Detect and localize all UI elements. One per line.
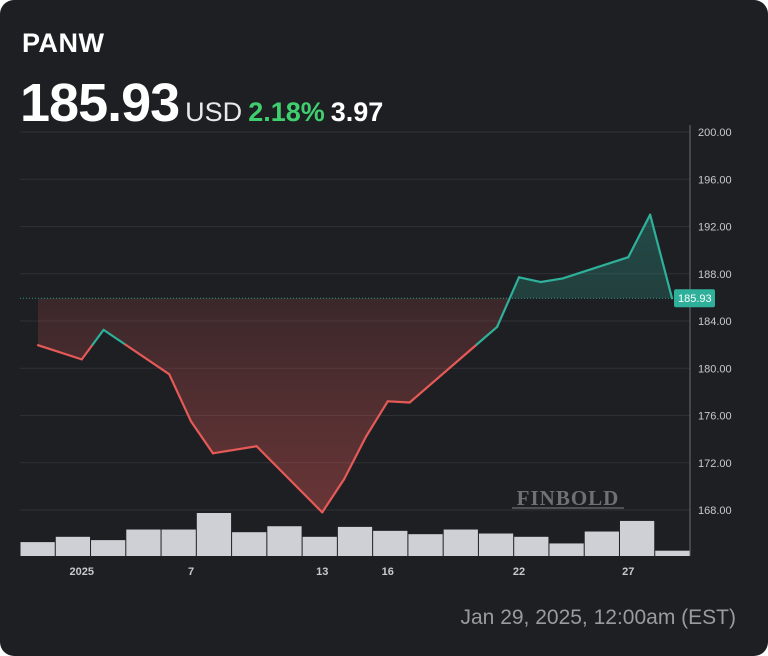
price-line-segment	[517, 276, 542, 284]
timestamp: Jan 29, 2025, 12:00am (EST)	[460, 606, 737, 629]
price-line-segment	[386, 400, 411, 404]
area-fill-above	[509, 214, 672, 299]
price-line-segment	[321, 478, 346, 514]
volume-bar	[443, 529, 478, 556]
volume-bar	[161, 529, 196, 556]
price-line-segment	[627, 213, 652, 259]
volume-bar	[91, 540, 126, 556]
price-line-segment	[649, 213, 674, 300]
y-tick-label: 196.00	[698, 174, 732, 186]
watermark: FINBOLD	[517, 486, 620, 510]
volume-bar	[478, 533, 514, 556]
last-price-label: 185.93	[678, 293, 712, 305]
volume-bar	[302, 536, 337, 556]
volume-bar	[655, 550, 690, 556]
price-line-segment	[255, 445, 324, 514]
price-line-segment	[102, 328, 127, 346]
quote-row: 185.93 USD 2.18% 3.97	[20, 72, 383, 134]
volume-bar	[20, 542, 55, 556]
price-line-segment	[91, 328, 105, 346]
area-fill-below	[38, 298, 672, 513]
x-tick-label: 16	[382, 566, 394, 578]
current-price: 185.93	[20, 73, 180, 133]
volume-bar	[514, 536, 549, 556]
x-tick-label: 22	[513, 566, 525, 578]
volume-bar	[549, 543, 584, 556]
price-line-segment	[342, 435, 368, 481]
x-tick-label: 13	[316, 566, 328, 578]
y-tick-label: 176.00	[698, 411, 732, 423]
price-line-segment	[80, 343, 94, 361]
price-line-segment	[475, 325, 499, 346]
price-line-segment	[211, 445, 258, 455]
y-tick-label: 180.00	[698, 363, 732, 375]
price-line-segment	[496, 276, 521, 329]
price-line-segment	[189, 420, 214, 455]
change-percent: 2.18%	[248, 97, 325, 127]
currency-label: USD	[185, 97, 243, 127]
x-tick-label: 2025	[69, 566, 93, 578]
ticker-symbol: PANW	[22, 28, 105, 58]
x-tick-label: 27	[622, 566, 634, 578]
volume-bar	[584, 531, 619, 556]
price-line-segment	[168, 373, 193, 423]
y-tick-label: 172.00	[698, 458, 732, 470]
y-tick-label: 192.00	[698, 222, 732, 234]
y-tick-label: 188.00	[698, 269, 732, 281]
volume-bar	[373, 530, 408, 556]
x-tick-label: 7	[188, 566, 194, 578]
y-tick-label: 168.00	[698, 505, 732, 517]
price-line-segment	[539, 277, 564, 284]
volume-bar	[126, 529, 161, 556]
y-tick-label: 184.00	[698, 316, 732, 328]
price-line-segment	[408, 343, 478, 404]
volume-bar	[337, 526, 373, 556]
price-line-segment	[364, 400, 389, 438]
y-tick-label: 200.00	[698, 127, 732, 139]
price-line-segment	[36, 344, 83, 361]
volume-bar	[408, 534, 443, 556]
volume-bar	[619, 520, 655, 556]
volume-bar	[267, 526, 302, 556]
volume-bar	[55, 536, 91, 556]
change-absolute: 3.97	[330, 97, 384, 127]
last-price-badge	[674, 289, 715, 308]
price-line-segment	[124, 343, 171, 376]
price-line-segment	[561, 256, 630, 280]
volume-bar	[232, 532, 267, 556]
volume-bar	[196, 513, 232, 556]
